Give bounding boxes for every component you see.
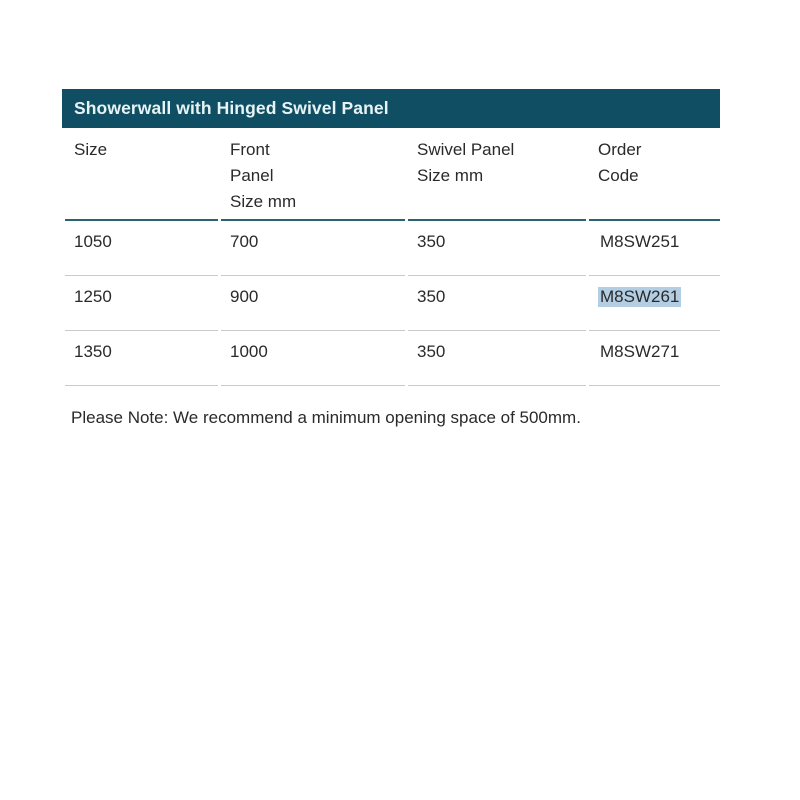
order-code-value: M8SW251 — [600, 232, 680, 251]
cell-order-code: M8SW271 — [589, 331, 720, 386]
cell-swivel-panel-size: 350 — [408, 221, 586, 276]
cell-size: 1250 — [65, 276, 218, 331]
note-text: Please Note: We recommend a minimum open… — [71, 408, 581, 427]
cell-size: 1050 — [65, 221, 218, 276]
column-header-swivel-panel-size: Swivel Panel Size mm — [408, 128, 586, 221]
cell-swivel-panel-size: 350 — [408, 276, 586, 331]
column-header-order-code: Order Code — [589, 128, 720, 221]
column-header-size: Size — [65, 128, 218, 221]
table-row: 1350 1000 350 M8SW271 — [65, 331, 720, 386]
cell-order-code: M8SW261 — [589, 276, 720, 331]
cell-front-panel-size: 1000 — [221, 331, 405, 386]
order-code-value: M8SW261 — [598, 287, 682, 307]
cell-swivel-panel-size: 350 — [408, 331, 586, 386]
header-row: Size Front Panel Size mm Swivel Panel Si… — [65, 128, 720, 221]
cell-order-code: M8SW251 — [589, 221, 720, 276]
table-row: 1250 900 350 M8SW261 — [65, 276, 720, 331]
spec-table: Size Front Panel Size mm Swivel Panel Si… — [62, 128, 723, 386]
column-header-front-panel-size: Front Panel Size mm — [221, 128, 405, 221]
cell-front-panel-size: 700 — [221, 221, 405, 276]
cell-size: 1350 — [65, 331, 218, 386]
table-row: 1050 700 350 M8SW251 — [65, 221, 720, 276]
cell-front-panel-size: 900 — [221, 276, 405, 331]
table-title: Showerwall with Hinged Swivel Panel — [74, 98, 389, 118]
order-code-value: M8SW271 — [600, 342, 680, 361]
table-title-bar: Showerwall with Hinged Swivel Panel — [62, 89, 720, 128]
